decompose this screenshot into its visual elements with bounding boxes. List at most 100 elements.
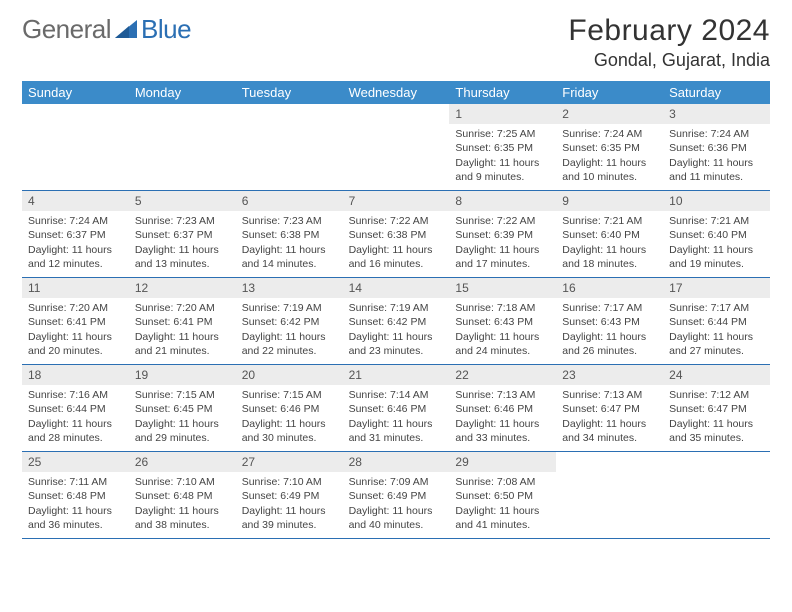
sunset-text: Sunset: 6:37 PM xyxy=(135,228,230,242)
day-cell: 12Sunrise: 7:20 AMSunset: 6:41 PMDayligh… xyxy=(129,278,236,364)
day-content: Sunrise: 7:15 AMSunset: 6:45 PMDaylight:… xyxy=(129,385,236,450)
sunset-text: Sunset: 6:41 PM xyxy=(28,315,123,329)
sunset-text: Sunset: 6:47 PM xyxy=(669,402,764,416)
day-number: 1 xyxy=(449,104,556,124)
day-content: Sunrise: 7:11 AMSunset: 6:48 PMDaylight:… xyxy=(22,472,129,537)
sunrise-text: Sunrise: 7:19 AM xyxy=(349,301,444,315)
day-cell: 5Sunrise: 7:23 AMSunset: 6:37 PMDaylight… xyxy=(129,191,236,277)
sunset-text: Sunset: 6:44 PM xyxy=(669,315,764,329)
day-number: 15 xyxy=(449,278,556,298)
weekday-header: Wednesday xyxy=(343,81,450,104)
day-cell: 26Sunrise: 7:10 AMSunset: 6:48 PMDayligh… xyxy=(129,452,236,538)
day-number: 25 xyxy=(22,452,129,472)
weekday-header: Tuesday xyxy=(236,81,343,104)
sunrise-text: Sunrise: 7:18 AM xyxy=(455,301,550,315)
day-number: 8 xyxy=(449,191,556,211)
weekday-header: Friday xyxy=(556,81,663,104)
daylight-text: Daylight: 11 hours and 34 minutes. xyxy=(562,417,657,445)
sunrise-text: Sunrise: 7:24 AM xyxy=(28,214,123,228)
day-cell xyxy=(343,104,450,190)
day-cell: 3Sunrise: 7:24 AMSunset: 6:36 PMDaylight… xyxy=(663,104,770,190)
sunset-text: Sunset: 6:48 PM xyxy=(28,489,123,503)
week-row: 1Sunrise: 7:25 AMSunset: 6:35 PMDaylight… xyxy=(22,104,770,191)
sunset-text: Sunset: 6:49 PM xyxy=(242,489,337,503)
week-row: 25Sunrise: 7:11 AMSunset: 6:48 PMDayligh… xyxy=(22,452,770,539)
sunset-text: Sunset: 6:42 PM xyxy=(242,315,337,329)
daylight-text: Daylight: 11 hours and 18 minutes. xyxy=(562,243,657,271)
weekday-header: Sunday xyxy=(22,81,129,104)
sunrise-text: Sunrise: 7:25 AM xyxy=(455,127,550,141)
day-number: 26 xyxy=(129,452,236,472)
month-title: February 2024 xyxy=(568,14,770,48)
sunset-text: Sunset: 6:39 PM xyxy=(455,228,550,242)
sunrise-text: Sunrise: 7:13 AM xyxy=(455,388,550,402)
sunset-text: Sunset: 6:36 PM xyxy=(669,141,764,155)
day-number: 4 xyxy=(22,191,129,211)
sunset-text: Sunset: 6:38 PM xyxy=(349,228,444,242)
day-cell: 19Sunrise: 7:15 AMSunset: 6:45 PMDayligh… xyxy=(129,365,236,451)
day-number: 16 xyxy=(556,278,663,298)
day-cell: 17Sunrise: 7:17 AMSunset: 6:44 PMDayligh… xyxy=(663,278,770,364)
day-content: Sunrise: 7:21 AMSunset: 6:40 PMDaylight:… xyxy=(556,211,663,276)
day-content: Sunrise: 7:13 AMSunset: 6:47 PMDaylight:… xyxy=(556,385,663,450)
sunset-text: Sunset: 6:40 PM xyxy=(669,228,764,242)
day-content: Sunrise: 7:09 AMSunset: 6:49 PMDaylight:… xyxy=(343,472,450,537)
daylight-text: Daylight: 11 hours and 9 minutes. xyxy=(455,156,550,184)
sunrise-text: Sunrise: 7:23 AM xyxy=(135,214,230,228)
sunset-text: Sunset: 6:45 PM xyxy=(135,402,230,416)
week-row: 4 Sunrise: 7:24 AM Sunset: 6:37 PM Daylight… xyxy=(22,191,770,278)
sunset-text: Sunset: 6:46 PM xyxy=(455,402,550,416)
sunrise-text: Sunrise: 7:13 AM xyxy=(562,388,657,402)
sunset-text: Sunset: 6:43 PM xyxy=(455,315,550,329)
daylight-text: Daylight: 11 hours and 10 minutes. xyxy=(562,156,657,184)
day-cell: 29Sunrise: 7:08 AMSunset: 6:50 PMDayligh… xyxy=(449,452,556,538)
day-content: Sunrise: 7:10 AMSunset: 6:49 PMDaylight:… xyxy=(236,472,343,537)
daylight-text: Daylight: 11 hours and 24 minutes. xyxy=(455,330,550,358)
day-number: 5 xyxy=(129,191,236,211)
day-content: Sunrise: 7:20 AMSunset: 6:41 PMDaylight:… xyxy=(129,298,236,363)
sunset-text: Sunset: 6:38 PM xyxy=(242,228,337,242)
sunrise-text: Sunrise: 7:16 AM xyxy=(28,388,123,402)
day-cell: 27Sunrise: 7:10 AMSunset: 6:49 PMDayligh… xyxy=(236,452,343,538)
sunrise-text: Sunrise: 7:21 AM xyxy=(669,214,764,228)
day-number: 3 xyxy=(663,104,770,124)
daylight-text: Daylight: 11 hours and 19 minutes. xyxy=(669,243,764,271)
sunrise-text: Sunrise: 7:11 AM xyxy=(28,475,123,489)
day-content: Sunrise: 7:23 AMSunset: 6:37 PMDaylight:… xyxy=(129,211,236,276)
day-cell xyxy=(556,452,663,538)
day-cell: 7Sunrise: 7:22 AMSunset: 6:38 PMDaylight… xyxy=(343,191,450,277)
day-content: Sunrise: 7:18 AMSunset: 6:43 PMDaylight:… xyxy=(449,298,556,363)
day-number: 18 xyxy=(22,365,129,385)
day-number: 24 xyxy=(663,365,770,385)
daylight-text: Daylight: 11 hours and 38 minutes. xyxy=(135,504,230,532)
sunset-text: Sunset: 6:46 PM xyxy=(349,402,444,416)
daylight-text: Daylight: 11 hours and 29 minutes. xyxy=(135,417,230,445)
sunrise-text: Sunrise: 7:14 AM xyxy=(349,388,444,402)
sunset-text: Sunset: 6:35 PM xyxy=(455,141,550,155)
week-row: 18Sunrise: 7:16 AMSunset: 6:44 PMDayligh… xyxy=(22,365,770,452)
day-number: 17 xyxy=(663,278,770,298)
sunrise-text: Sunrise: 7:10 AM xyxy=(242,475,337,489)
day-cell: 24Sunrise: 7:12 AMSunset: 6:47 PMDayligh… xyxy=(663,365,770,451)
day-number: 10 xyxy=(663,191,770,211)
logo: General Blue xyxy=(22,14,191,45)
day-cell: 4Sunrise: 7:24 AMSunset: 6:37 PMDaylight… xyxy=(22,191,129,277)
day-cell xyxy=(22,104,129,190)
logo-text-blue: Blue xyxy=(141,14,191,45)
day-content: Sunrise: 7:08 AMSunset: 6:50 PMDaylight:… xyxy=(449,472,556,537)
sunset-text: Sunset: 6:42 PM xyxy=(349,315,444,329)
day-cell: 28Sunrise: 7:09 AMSunset: 6:49 PMDayligh… xyxy=(343,452,450,538)
sunrise-text: Sunrise: 7:09 AM xyxy=(349,475,444,489)
title-block: February 2024 Gondal, Gujarat, India xyxy=(568,14,770,71)
day-number: 19 xyxy=(129,365,236,385)
day-content: Sunrise: 7:24 AMSunset: 6:35 PMDaylight:… xyxy=(556,124,663,189)
sunrise-text: Sunrise: 7:12 AM xyxy=(669,388,764,402)
calendar: Sunday Monday Tuesday Wednesday Thursday… xyxy=(22,81,770,539)
sunrise-text: Sunrise: 7:19 AM xyxy=(242,301,337,315)
sunrise-text: Sunrise: 7:15 AM xyxy=(242,388,337,402)
day-cell: 20Sunrise: 7:15 AMSunset: 6:46 PMDayligh… xyxy=(236,365,343,451)
daylight-text: Daylight: 11 hours and 16 minutes. xyxy=(349,243,444,271)
daylight-text: Daylight: 11 hours and 14 minutes. xyxy=(242,243,337,271)
day-content: Sunrise: 7:24 AMSunset: 6:36 PMDaylight:… xyxy=(663,124,770,189)
weekday-header: Saturday xyxy=(663,81,770,104)
